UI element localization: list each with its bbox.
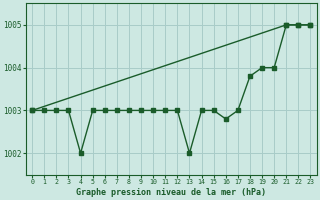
X-axis label: Graphe pression niveau de la mer (hPa): Graphe pression niveau de la mer (hPa) bbox=[76, 188, 266, 197]
